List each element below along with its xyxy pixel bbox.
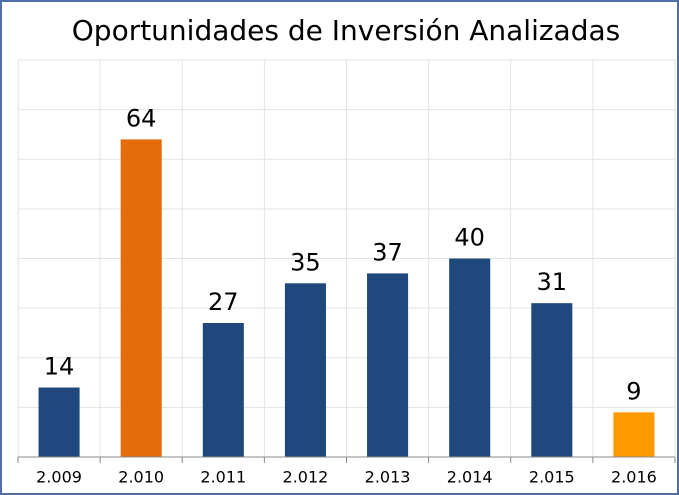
data-label: 9 bbox=[626, 377, 641, 405]
data-label: 40 bbox=[454, 224, 485, 252]
bar bbox=[120, 139, 162, 457]
bar bbox=[449, 258, 491, 457]
data-label: 37 bbox=[372, 238, 403, 266]
x-tick-label: 2.013 bbox=[365, 468, 411, 487]
bar bbox=[613, 412, 655, 457]
data-label: 64 bbox=[126, 104, 157, 132]
x-tick-label: 2.012 bbox=[283, 468, 329, 487]
data-label: 31 bbox=[537, 268, 568, 296]
chart-title: Oportunidades de Inversión Analizadas bbox=[72, 14, 620, 47]
bar bbox=[38, 387, 80, 457]
x-tick-label: 2.015 bbox=[529, 468, 575, 487]
data-label: 35 bbox=[290, 248, 321, 276]
bar bbox=[284, 283, 326, 457]
x-tick-label: 2.011 bbox=[200, 468, 246, 487]
bar bbox=[367, 273, 409, 457]
data-label: 14 bbox=[44, 353, 75, 381]
bar bbox=[531, 303, 573, 457]
x-tick-label: 2.016 bbox=[611, 468, 657, 487]
x-tick-label: 2.009 bbox=[36, 468, 82, 487]
x-tick-label: 2.010 bbox=[118, 468, 164, 487]
data-label: 27 bbox=[208, 288, 239, 316]
bar bbox=[202, 323, 244, 457]
x-tick-label: 2.014 bbox=[447, 468, 493, 487]
